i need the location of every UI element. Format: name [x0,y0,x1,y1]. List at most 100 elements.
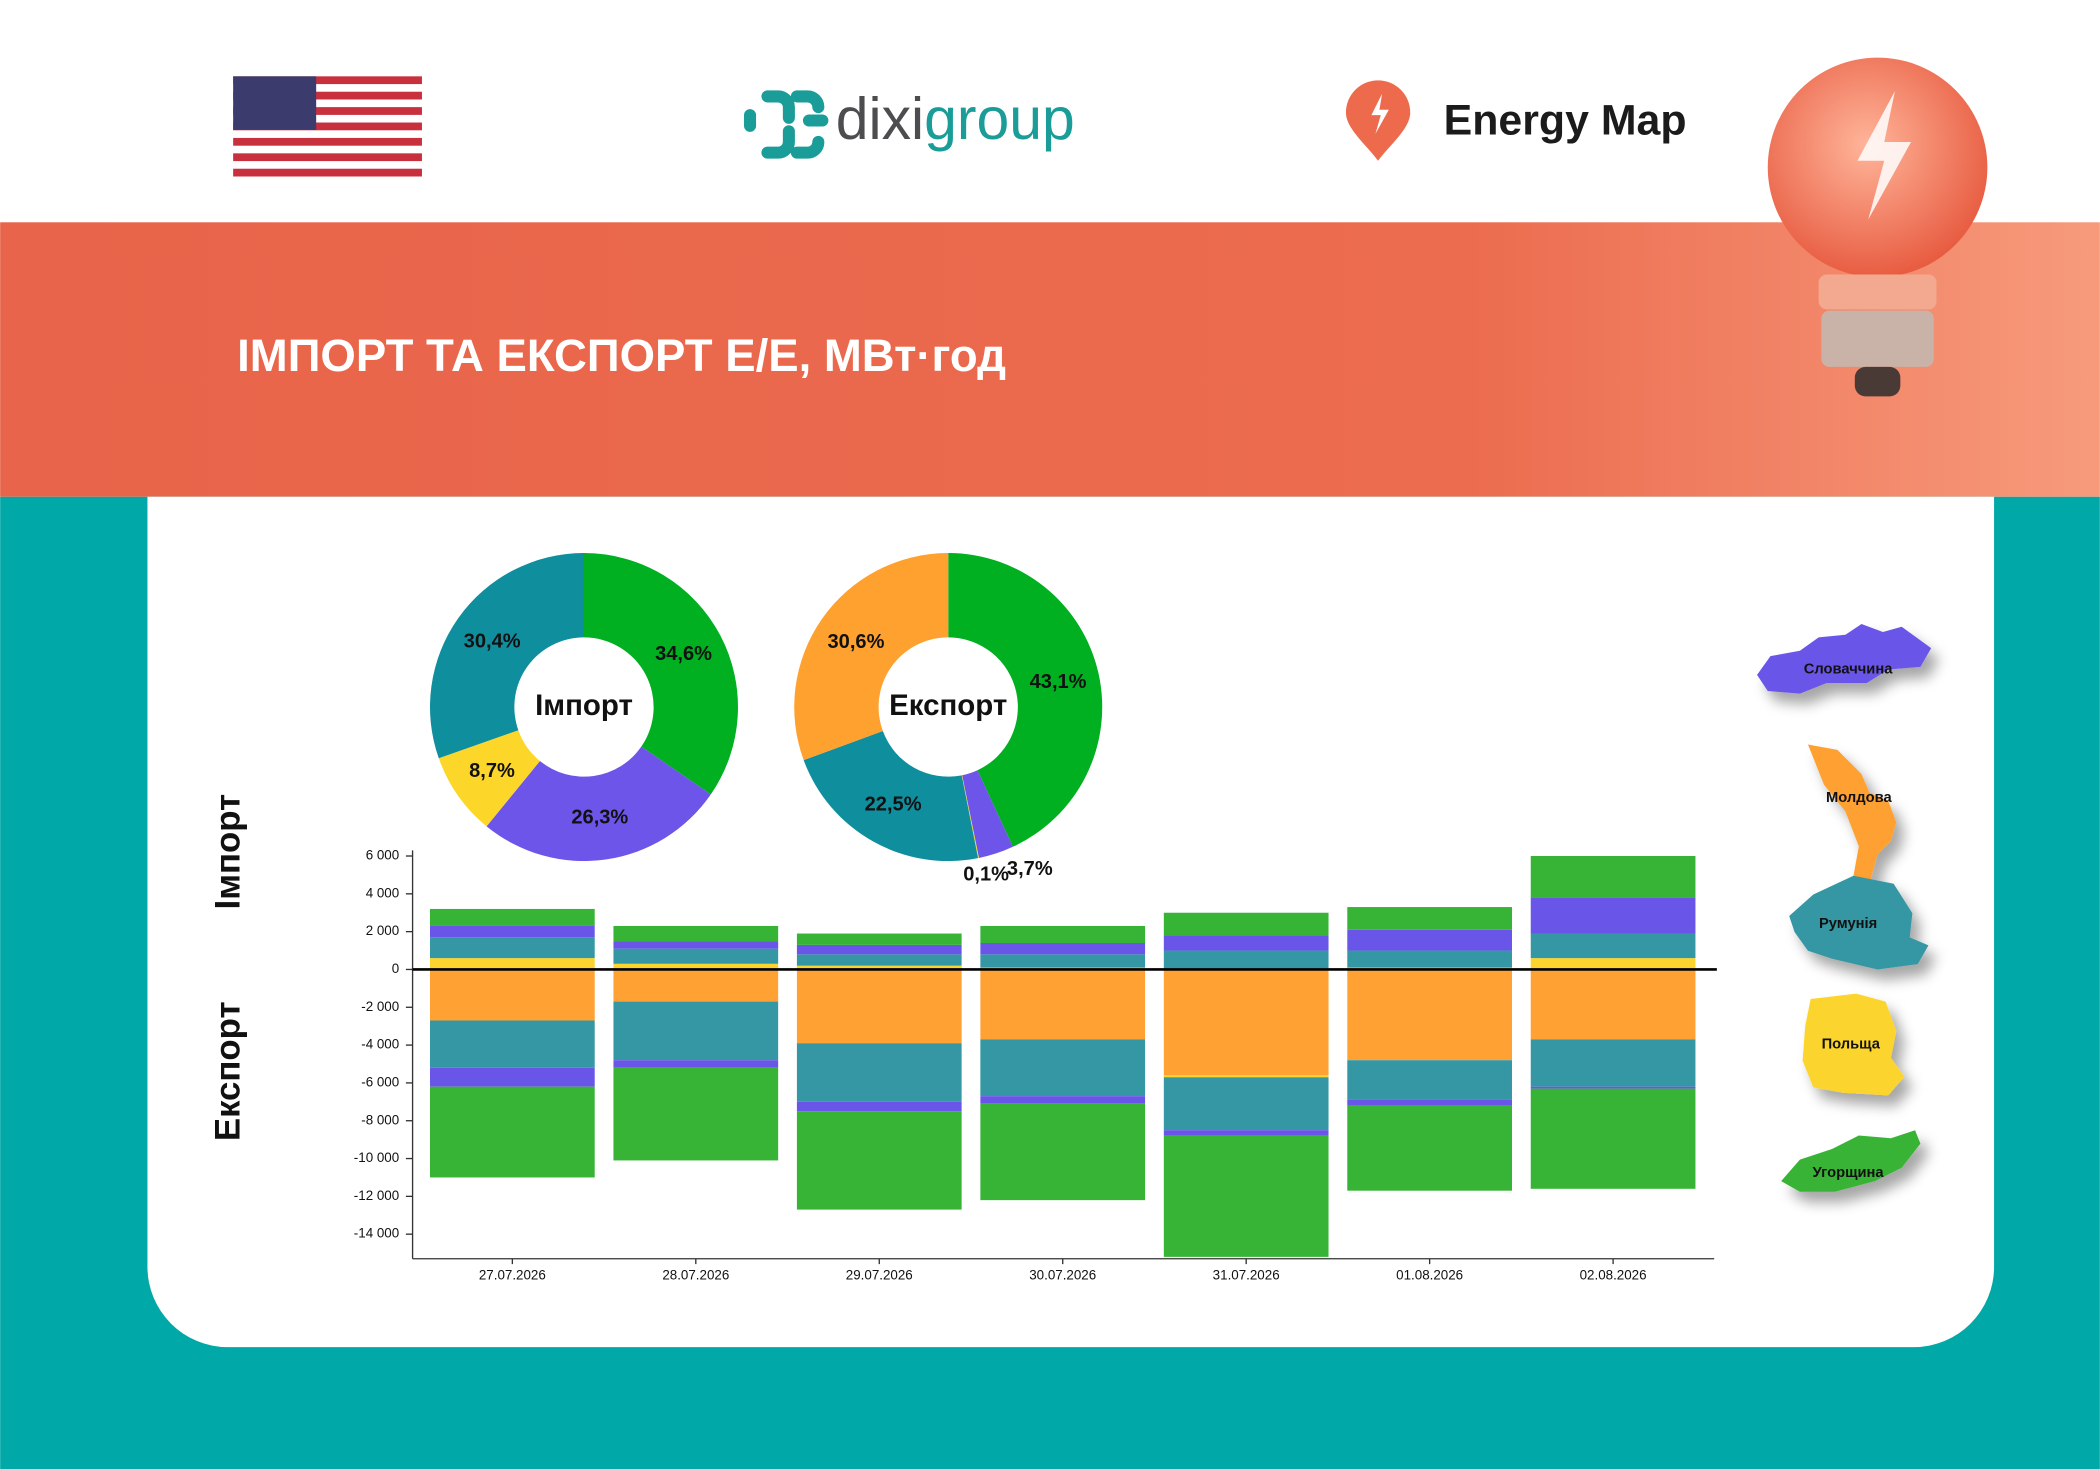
y-label-export: Експорт [209,1001,248,1141]
flag-canton [233,76,317,130]
bar-segment [613,948,779,964]
bar-segment [980,925,1146,943]
y-tick-label: 0 [392,961,399,976]
y-tick-label: 6 000 [366,848,399,863]
flag-stripes [233,76,422,177]
pie-value-label: 0,1% [963,863,1009,885]
bar-segment [1163,935,1329,951]
bar-segment [613,941,779,949]
legend-label: Румунія [1819,916,1877,932]
y-tick-label: -4 000 [361,1037,399,1052]
pie-slice [803,731,979,862]
bar-segment [796,1101,962,1112]
pie-slice [948,553,1103,847]
pie-slice [429,553,584,759]
bar-segment [1530,856,1696,898]
x-tick-label: 29.07.2026 [846,1268,913,1283]
bar-segment [1347,1105,1512,1191]
pie-value-label: 22,5% [865,793,922,815]
bar-segment [429,925,595,938]
bar-segment [1530,933,1696,959]
bar-segment [429,1086,595,1178]
bar-segment [980,1039,1146,1097]
pie-slice [794,553,949,761]
pie-slice [962,770,1013,858]
dixigroup-icon [744,90,829,159]
y-tick-label: 4 000 [366,885,399,900]
bar-segment [429,1020,595,1068]
bar-segment [796,1111,962,1210]
bar-segment [1163,912,1329,936]
bar-segment [1530,1086,1696,1089]
pie-center-label: Імпорт [535,689,633,722]
pie-value-label: 30,4% [464,630,521,652]
bar-segment [796,969,962,1044]
y-tick-label: -8 000 [361,1112,399,1127]
bar-segment [1530,1039,1696,1087]
title-band [0,222,2100,497]
bar-segment [613,969,779,1002]
legend-shape [1789,875,1929,970]
bar-segment [980,969,1146,1040]
x-tick-label: 31.07.2026 [1213,1268,1280,1283]
bar-segment [1530,958,1696,970]
x-tick-label: 01.08.2026 [1396,1268,1463,1283]
bar-segment [613,1067,779,1161]
bar-segment [429,969,595,1021]
y-tick-label: -10 000 [354,1150,399,1165]
legend-shape [1807,744,1897,884]
bar-segment [1163,1130,1329,1136]
bar-segment [1530,897,1696,934]
bar-segment [980,1103,1146,1201]
legend-shape [1781,1130,1921,1192]
bar-segment [980,942,1146,955]
pie-slice [486,746,711,862]
y-tick-label: -12 000 [354,1188,399,1203]
us-flag[interactable] [233,76,422,177]
bar-segment [1347,907,1512,930]
y-tick-label: -6 000 [361,1074,399,1089]
x-tick-label: 30.07.2026 [1029,1268,1096,1283]
x-tick-label: 02.08.2026 [1580,1268,1647,1283]
y-tick-label: -14 000 [354,1226,399,1241]
bar-segment [429,1067,595,1087]
pie-slice [961,775,979,859]
bar-segment [613,1060,779,1068]
bar-segment [796,954,962,966]
bar-segment [796,933,962,945]
bar-segment [1530,1088,1696,1189]
bar-segment [980,954,1146,968]
brand: Energy Map [1444,97,1687,145]
legend-shape [1802,993,1905,1096]
energy-map-icon [1345,80,1411,161]
legend-shape [1757,624,1932,694]
legend-label: Польща [1822,1036,1881,1052]
y-tick-label: -2 000 [361,999,399,1014]
legend-label: Угорщина [1813,1165,1885,1181]
bar-segment [429,958,595,970]
bar-segment [980,1096,1146,1104]
logo-part: group [924,87,1075,152]
pie-value-label: 34,6% [655,643,712,665]
pie-slice [438,730,540,827]
logo-part: dixi [836,87,924,152]
bar-segment [1347,969,1512,1061]
pie-value-label: 3,7% [1007,858,1053,880]
bar-segment [796,944,962,955]
bar-segment [613,1001,779,1061]
bar-segment [1163,950,1329,970]
x-tick-label: 28.07.2026 [662,1268,729,1283]
bar-segment [1530,969,1696,1040]
bar-segment [1163,969,1329,1076]
bar-segment [429,908,595,926]
bar-segment [796,965,962,970]
pie-value-label: 30,6% [828,631,885,653]
bar-segment [1163,1075,1329,1078]
bar-segment [1347,1099,1512,1106]
y-tick-label: 2 000 [366,923,399,938]
legend-label: Молдова [1826,790,1892,806]
bar-segment [1163,1135,1329,1257]
y-label-import: Імпорт [209,794,248,910]
bar-segment [1347,950,1512,968]
